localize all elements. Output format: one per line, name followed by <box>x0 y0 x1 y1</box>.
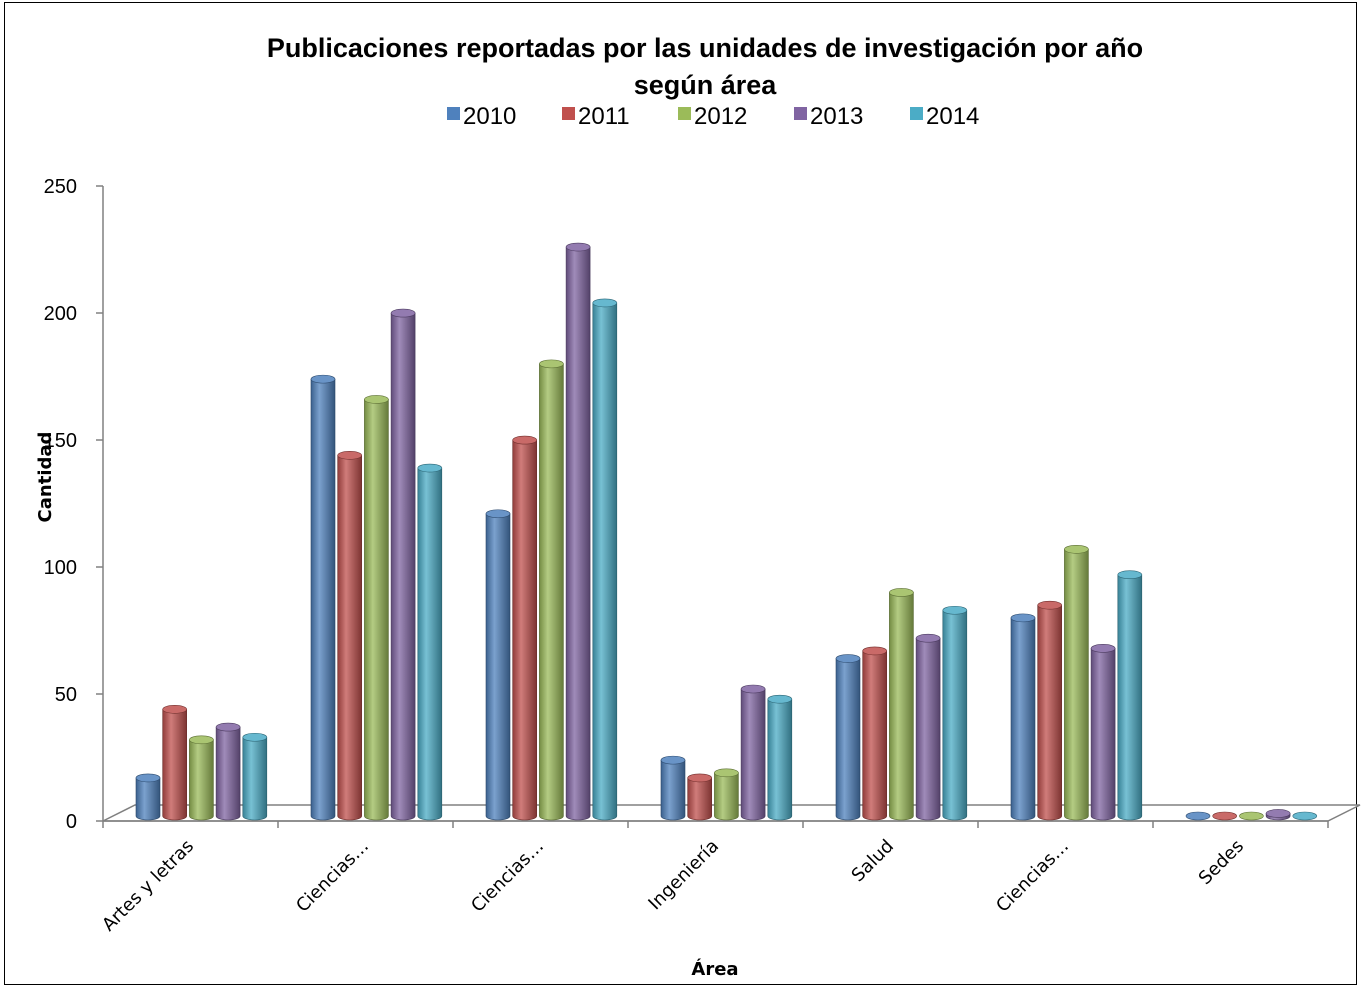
legend-swatch-2011 <box>562 107 575 120</box>
bar-2012-5 <box>1064 544 1089 821</box>
legend-swatch-2014 <box>910 107 923 120</box>
bar-2010-1 <box>310 374 336 821</box>
bar-2012-0 <box>189 735 214 821</box>
bar-2014-3 <box>767 694 793 821</box>
bar-2013-4 <box>915 633 941 821</box>
x-axis-title: Área <box>691 958 738 980</box>
legend-label-2013: 2013 <box>810 103 863 130</box>
y-axis-title: Cantidad <box>35 432 56 523</box>
x-tick-label-6: Sedes <box>1195 836 1248 889</box>
chart-title-line-1: Publicaciones reportadas por las unidade… <box>267 33 1143 63</box>
bar-2011-0 <box>162 705 187 821</box>
bar-2010-4 <box>835 654 861 821</box>
y-axis: 0 50 100 150 200 250 <box>44 176 104 833</box>
bar-2013-1 <box>390 308 416 821</box>
x-tick-label-1: Ciencias… <box>292 836 373 917</box>
legend-label-2014: 2014 <box>926 103 979 130</box>
bar-2012-4 <box>889 588 914 821</box>
bar-2010-5 <box>1010 613 1036 821</box>
legend-swatch-2010 <box>447 107 460 120</box>
x-tick-label-5: Ciencias… <box>992 836 1073 917</box>
bar-2014-0 <box>242 732 268 821</box>
bar-2011-3 <box>687 773 713 821</box>
bar-2014-6 <box>1292 811 1318 821</box>
bar-2011-5 <box>1037 600 1062 821</box>
bar-2011-6 <box>1212 811 1237 821</box>
x-axis: Artes y letras Ciencias… Ciencias… Ingenier… <box>98 820 1329 936</box>
bar-2012-1 <box>364 395 389 821</box>
bar-2014-2 <box>592 298 618 821</box>
bar-2013-2 <box>565 242 591 821</box>
x-tick-label-0: Artes y letras <box>98 836 198 936</box>
legend: 2010 2011 2012 2013 2014 <box>447 103 979 130</box>
bar-2014-1 <box>417 463 443 821</box>
x-tick-label-4: Salud <box>848 836 898 886</box>
y-tick-label-250: 250 <box>44 176 77 198</box>
bar-2013-5 <box>1090 644 1116 821</box>
bar-2013-0 <box>215 722 241 821</box>
y-tick-label-50: 50 <box>55 684 77 706</box>
legend-label-2011: 2011 <box>578 103 630 130</box>
bar-2014-5 <box>1117 570 1143 821</box>
legend-swatch-2012 <box>678 107 691 120</box>
bar-2011-2 <box>512 435 538 821</box>
bar-2012-2 <box>539 359 564 821</box>
y-tick-label-200: 200 <box>44 303 77 325</box>
bar-2013-6 <box>1265 809 1291 821</box>
plot-area <box>135 242 1318 821</box>
y-tick-label-100: 100 <box>44 557 77 579</box>
bar-2010-0 <box>135 773 161 821</box>
bar-2011-1 <box>337 451 363 821</box>
y-tick-label-150: 150 <box>44 430 77 452</box>
legend-label-2010: 2010 <box>463 103 516 130</box>
legend-swatch-2013 <box>794 107 807 120</box>
x-tick-label-3: Ingeniería <box>644 836 723 915</box>
bar-2013-3 <box>740 684 766 821</box>
bar-2012-3 <box>714 768 739 821</box>
bar-2011-4 <box>862 646 888 821</box>
bar-2010-3 <box>660 755 686 821</box>
x-tick-label-2: Ciencias… <box>467 836 548 917</box>
y-tick-label-0: 0 <box>66 811 77 833</box>
bar-2014-4 <box>942 605 968 821</box>
bar-2010-6 <box>1185 811 1211 821</box>
bar-2012-6 <box>1239 811 1264 821</box>
chart-title-line-2: según área <box>634 70 778 100</box>
bar-2010-2 <box>485 509 511 821</box>
legend-label-2012: 2012 <box>694 103 747 130</box>
